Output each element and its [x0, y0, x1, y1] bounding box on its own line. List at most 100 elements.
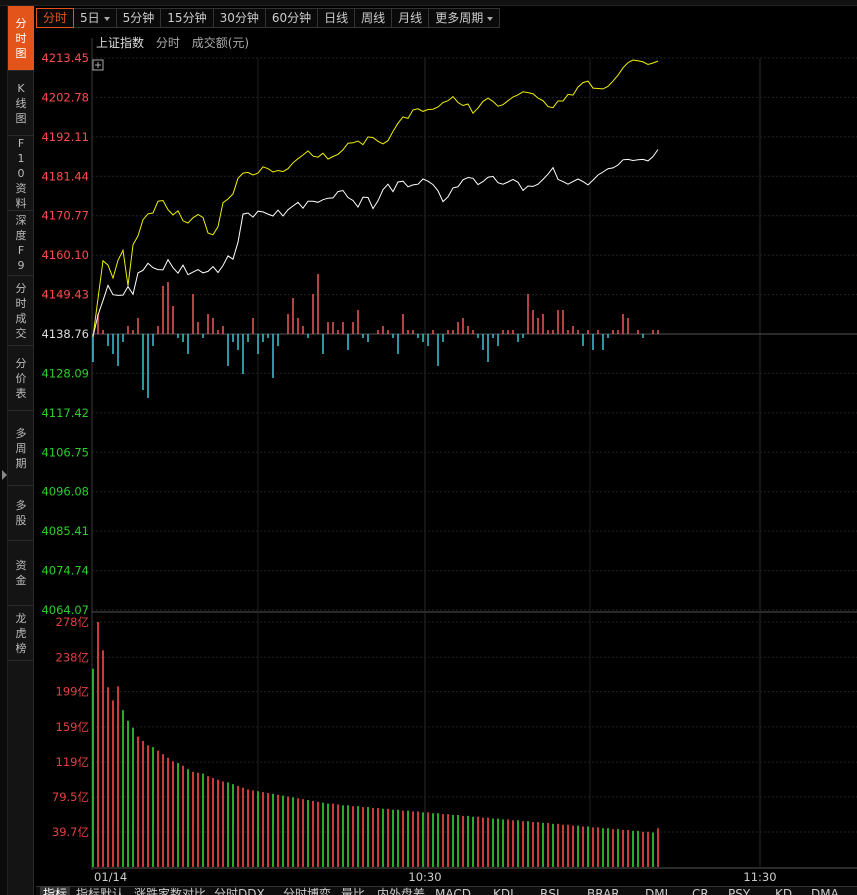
- price-tick-label: 4160.10: [41, 248, 89, 262]
- period-button-label: 60分钟: [271, 11, 312, 25]
- left-collapse-rail[interactable]: [0, 6, 8, 895]
- volume-tick-label: 159亿: [56, 720, 89, 734]
- period-button-label: 周线: [361, 11, 386, 25]
- period-button-10[interactable]: 更多周期: [429, 8, 501, 28]
- indicator-tab-6[interactable]: 量比: [341, 887, 366, 895]
- price-tick-label: 4085.41: [41, 524, 89, 538]
- indicator-tab-1[interactable]: 指标: [40, 887, 71, 895]
- price-tick-label: 4128.09: [41, 366, 89, 380]
- side-tab-1[interactable]: 分时图: [8, 6, 34, 71]
- side-tab-8[interactable]: 多股: [8, 486, 34, 541]
- indicator-tab-10[interactable]: RSI: [540, 887, 560, 895]
- time-tick-label: 10:30: [408, 870, 441, 884]
- price-tick-label: 4192.11: [41, 130, 89, 144]
- volume-bars: [92, 622, 659, 867]
- volume-tick-label: 39.7亿: [52, 825, 89, 839]
- price-tick-label: 4096.08: [41, 485, 89, 499]
- indicator-tab-3[interactable]: 涨跌家数对比: [134, 887, 207, 895]
- side-tab-label: F10资料: [15, 136, 27, 210]
- period-button-label: 15分钟: [167, 11, 207, 25]
- volume-axis: 278亿 238亿 199亿 159亿 119亿 79.5亿 39.7亿: [52, 615, 89, 839]
- volume-unit-label: 成交额(元): [191, 36, 250, 50]
- crosshair-plus-icon[interactable]: [92, 59, 104, 71]
- expand-arrow-icon[interactable]: [2, 470, 7, 480]
- price-line: [92, 149, 659, 337]
- indicator-tab-7[interactable]: 内外盘差: [377, 887, 426, 895]
- period-button-8[interactable]: 周线: [355, 8, 393, 28]
- side-tab-label: 龙虎榜: [15, 611, 27, 655]
- period-button-label: 月线: [398, 11, 423, 25]
- side-tab-label: 多周期: [15, 426, 27, 470]
- side-tab-9[interactable]: 资金: [8, 541, 34, 606]
- price-tick-label: 4181.44: [41, 169, 89, 183]
- indicator-tab-12[interactable]: DMI: [645, 887, 669, 895]
- period-button-5[interactable]: 30分钟: [213, 8, 266, 28]
- period-button-9[interactable]: 月线: [392, 8, 430, 28]
- side-tab-4[interactable]: 深度F9: [8, 211, 34, 276]
- period-button-4[interactable]: 15分钟: [161, 8, 214, 28]
- side-tab-7[interactable]: 多周期: [8, 411, 34, 486]
- index-name: 上证指数: [96, 36, 145, 50]
- price-lines: [92, 59, 659, 337]
- indicator-tab-14[interactable]: PSY: [728, 887, 751, 895]
- side-tab-nav: 分时图 K线图 F10资料深度F9 分时成交分价表多周期多股资金龙虎榜: [8, 6, 34, 895]
- period-button-label: 分时: [43, 11, 68, 25]
- side-tab-6[interactable]: 分价表: [8, 346, 34, 411]
- indicator-tab-11[interactable]: BRAR: [587, 887, 620, 895]
- period-button-label: 更多周期: [435, 11, 484, 25]
- period-button-2[interactable]: 5日: [74, 8, 117, 28]
- time-axis: 01/14 10:30 11:30: [94, 870, 777, 884]
- period-toolbar: 分时 5日 5分钟 15分钟 30分钟 60分钟 日线 周线 月线 更多周期: [36, 8, 501, 28]
- price-axis: 4213.45 4202.78 4192.11 4181.44 4170.77 4160.…: [41, 51, 89, 617]
- indicator-tab-9[interactable]: KDJ: [493, 887, 514, 895]
- period-button-7[interactable]: 日线: [318, 8, 356, 28]
- average-line: [92, 59, 659, 337]
- time-tick-label: 11:30: [743, 870, 776, 884]
- side-tab-3[interactable]: F10资料: [8, 136, 34, 211]
- price-tick-label: 4074.74: [41, 564, 89, 578]
- price-tick-label: 4202.78: [41, 90, 89, 104]
- side-tab-label: 资金: [15, 559, 27, 587]
- side-tab-10[interactable]: 龙虎榜: [8, 606, 34, 661]
- indicator-tab-2[interactable]: 指标默认: [76, 887, 125, 895]
- side-tab-label: 分价表: [15, 356, 27, 400]
- volume-tick-label: 119亿: [56, 755, 89, 769]
- volume-tick-label: 79.5亿: [52, 790, 89, 804]
- price-tick-label: 4106.75: [41, 445, 89, 459]
- volume-tick-label: 199亿: [56, 685, 89, 699]
- period-button-3[interactable]: 5分钟: [116, 8, 162, 28]
- side-tab-2[interactable]: K线图: [8, 71, 34, 136]
- period-button-1[interactable]: 分时: [36, 8, 75, 28]
- indicator-tab-bar: 指标 指标默认 涨跌家数对比 分时DDX 分时博弈 量比 内外盘差 MACD KDJ RSI BRA…: [36, 886, 857, 895]
- period-button-label: 5分钟: [122, 11, 155, 25]
- dropdown-caret-icon: [103, 16, 110, 21]
- chart-grid: [91, 38, 857, 870]
- price-tick-label: 4064.07: [41, 603, 89, 617]
- side-tab-label: 多股: [15, 499, 27, 527]
- price-tick-label: 4213.45: [41, 51, 89, 65]
- indicator-tab-15[interactable]: KD: [775, 887, 793, 895]
- dropdown-caret-icon: [487, 16, 494, 21]
- time-tick-label: 01/14: [94, 870, 127, 884]
- price-tick-label: 4149.43: [41, 288, 89, 302]
- side-tab-label: 深度F9: [15, 214, 27, 272]
- side-tab-label: 分时图: [15, 16, 27, 60]
- breadth-bars: [92, 274, 659, 398]
- chart-mode-label: 分时: [155, 36, 180, 50]
- period-button-label: 30分钟: [219, 11, 259, 25]
- indicator-tab-16[interactable]: DMA: [811, 887, 839, 895]
- side-tab-5[interactable]: 分时成交: [8, 276, 34, 346]
- period-button-label: 5日: [80, 11, 100, 25]
- side-tab-label: 分时成交: [15, 281, 27, 340]
- indicator-tab-4[interactable]: 分时DDX: [214, 887, 265, 895]
- volume-tick-label: 278亿: [56, 615, 89, 629]
- chart-info-row: 上证指数 分时 成交额(元): [96, 34, 257, 51]
- indicator-tab-8[interactable]: MACD: [435, 887, 471, 895]
- indicator-tab-5[interactable]: 分时博弈: [283, 887, 332, 895]
- indicator-tab-13[interactable]: CR: [692, 887, 709, 895]
- period-button-label: 日线: [324, 11, 349, 25]
- price-tick-label: 4117.42: [41, 406, 89, 420]
- side-tab-label: K线图: [15, 81, 27, 125]
- period-button-6[interactable]: 60分钟: [265, 8, 319, 28]
